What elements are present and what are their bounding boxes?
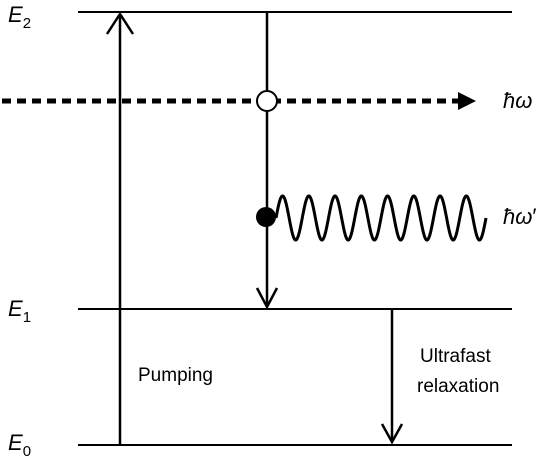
- stimulating-photon-beam: [2, 92, 476, 110]
- stimulating-photon-label: ħω: [503, 88, 532, 113]
- level-e2-label: E2: [8, 2, 31, 32]
- pumping-arrow: [107, 14, 133, 445]
- relaxation-arrow: [382, 309, 402, 442]
- emitted-photon-label: ħω′: [503, 204, 537, 229]
- open-circle-state: [257, 91, 277, 111]
- emitted-photon-wave: [276, 196, 486, 240]
- level-e1-label: E1: [8, 296, 31, 326]
- transition-arrow: [257, 12, 277, 307]
- level-e0-label: E0: [8, 430, 31, 460]
- relaxation-label-line2: relaxation: [417, 376, 499, 397]
- relaxation-label-line1: Ultrafast: [420, 346, 491, 367]
- pumping-label: Pumping: [138, 365, 213, 386]
- filled-circle-state: [256, 207, 276, 227]
